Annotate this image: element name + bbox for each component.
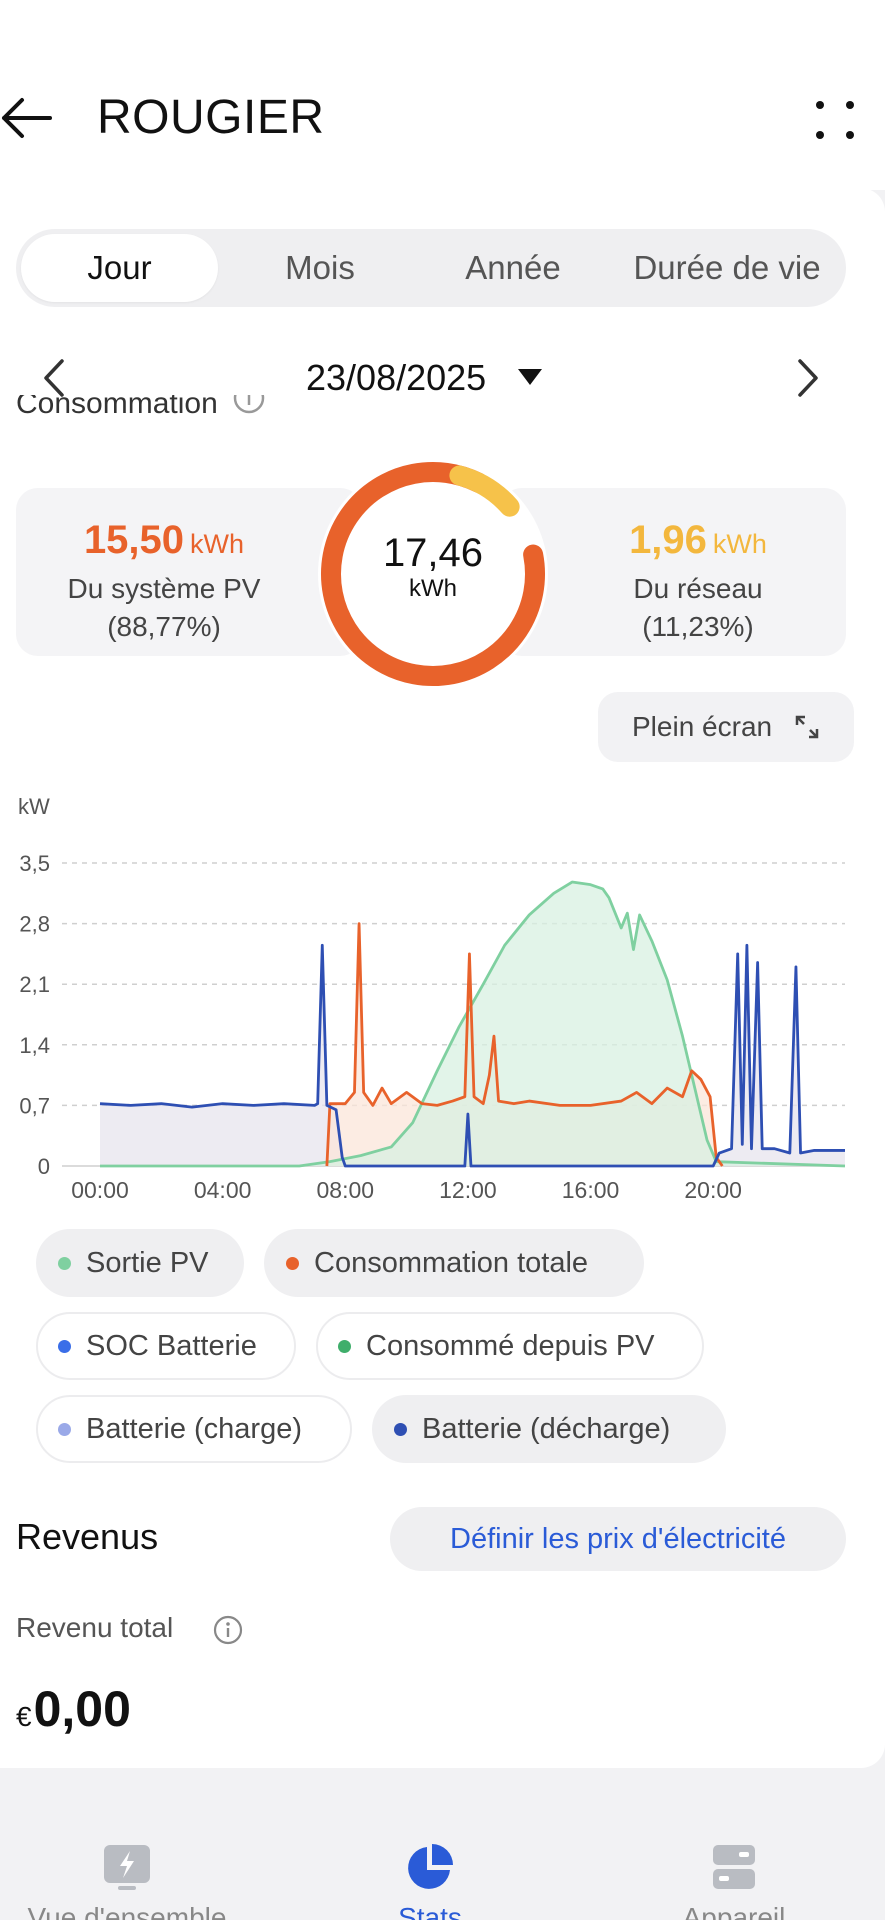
fullscreen-button[interactable]: Plein écran (598, 692, 854, 762)
legend-dot (58, 1423, 71, 1436)
series-line (100, 880, 846, 1168)
y-tick-label: 0,7 (19, 1093, 50, 1118)
grid-label: Du réseau (11,23%) (633, 573, 763, 642)
bolt-icon (104, 1845, 150, 1890)
legend-label: Batterie (charge) (86, 1413, 302, 1445)
tab-mois[interactable]: Mois (285, 249, 355, 286)
tab-appareil[interactable]: Appareil (634, 1790, 834, 1920)
series-line (99, 943, 845, 1168)
x-tick-label: 16:00 (562, 1177, 620, 1203)
legend-dot (286, 1257, 299, 1270)
y-axis-unit: kW (18, 794, 50, 819)
dot-icon (816, 131, 824, 139)
x-tick-label: 08:00 (316, 1177, 374, 1203)
legend-batterie-decharge[interactable]: Batterie (décharge) (372, 1395, 726, 1463)
legend-label: Batterie (décharge) (422, 1413, 671, 1445)
grid-value: 1,96 kWh (629, 518, 767, 562)
tab-vue-ensemble[interactable]: Vue d'ensemble (27, 1790, 227, 1920)
y-tick-label: 2,1 (19, 972, 50, 997)
pv-label: Du système PV (88,77%) (67, 573, 261, 642)
dot-icon (846, 101, 854, 109)
tab-duree-de-vie[interactable]: Durée de vie (633, 249, 821, 286)
date-selector: 23/08/2025 (0, 345, 885, 415)
legend-consomme-depuis-pv[interactable]: Consommé depuis PV (316, 1312, 704, 1380)
x-tick-label: 00:00 (71, 1177, 129, 1203)
legend-soc-batterie[interactable]: SOC Batterie (36, 1312, 296, 1380)
consumption-ring: 17,46 kWh (318, 459, 548, 689)
grid-ring-segment (321, 462, 545, 686)
total-consumption-unit: kWh (409, 575, 457, 602)
date-label[interactable]: 23/08/2025 (306, 357, 487, 398)
fullscreen-label: Plein écran (632, 711, 773, 742)
donut-chart (321, 462, 545, 686)
x-tick-label: 20:00 (684, 1177, 742, 1203)
app-header: ROUGIER (0, 0, 885, 190)
legend-dot (58, 1257, 71, 1270)
period-tabs: Jour Mois Année Durée de vie (16, 229, 846, 307)
set-electricity-price-button[interactable]: Définir les prix d'électricité (390, 1507, 846, 1571)
legend-dot (394, 1423, 407, 1436)
x-tick-label: 12:00 (439, 1177, 497, 1203)
caret-down-icon[interactable] (517, 367, 543, 387)
y-tick-label: 3,5 (19, 851, 50, 876)
dot-icon (816, 101, 824, 109)
pv-consumption-box: 15,50 kWh Du système PV (88,77%) (16, 488, 362, 656)
currency-symbol: € (16, 1701, 32, 1732)
device-icon (713, 1845, 755, 1889)
next-day-button[interactable] (782, 353, 832, 403)
total-revenue-value: €0,00 (16, 1680, 131, 1738)
tab-jour[interactable]: Jour (21, 234, 218, 302)
legend-batterie-charge[interactable]: Batterie (charge) (36, 1395, 352, 1463)
pv-value: 15,50 kWh (83, 518, 245, 562)
info-icon[interactable] (212, 1614, 244, 1646)
legend-label: Sortie PV (86, 1247, 209, 1279)
tab-annee[interactable]: Année (465, 249, 561, 286)
legend-dot (338, 1340, 351, 1353)
pv-ring-segment (321, 462, 545, 686)
page-title: ROUGIER (97, 91, 325, 144)
tab-stats[interactable]: Stats (330, 1790, 530, 1920)
more-options-button[interactable] (810, 95, 860, 145)
y-tick-label: 2,8 (19, 912, 50, 937)
legend-label: Consommé depuis PV (366, 1330, 655, 1362)
tab-label: Appareil (682, 1902, 786, 1920)
revenue-amount: 0,00 (33, 1681, 131, 1737)
expand-icon (795, 715, 819, 739)
legend-consommation-totale[interactable]: Consommation totale (264, 1229, 644, 1297)
bottom-tab-bar: Vue d'ensemble Stats Appareil (0, 1790, 885, 1920)
back-button[interactable] (0, 88, 60, 148)
x-tick-label: 04:00 (194, 1177, 252, 1203)
revenue-title: Revenus (16, 1516, 159, 1557)
legend-label: SOC Batterie (86, 1330, 257, 1362)
legend-label: Consommation totale (314, 1247, 589, 1279)
legend-sortie-pv[interactable]: Sortie PV (36, 1229, 244, 1297)
total-revenue-label: Revenu total (16, 1612, 174, 1643)
y-tick-label: 1,4 (19, 1033, 50, 1058)
chevron-right-icon (798, 359, 818, 397)
dot-icon (846, 131, 854, 139)
tab-label: Stats (398, 1902, 462, 1920)
info-icon (233, 395, 265, 414)
legend-dot (58, 1340, 71, 1353)
grid-consumption-box: 1,96 kWh Du réseau (11,23%) (500, 488, 846, 656)
arrow-left-icon (2, 98, 52, 138)
total-consumption-value: 17,46 (382, 531, 484, 575)
consumption-section-title: Consommation (16, 395, 266, 433)
series-area (100, 945, 845, 1166)
chevron-left-icon (44, 359, 64, 397)
series-line (325, 922, 724, 1167)
power-chart[interactable]: kW 3,5 2,8 2,1 1,4 0,7 0 00:00 04:00 08:00 12:00 16… (0, 790, 885, 1210)
tab-label: Vue d'ensemble (27, 1902, 227, 1920)
pie-chart-icon (408, 1844, 453, 1889)
y-tick-label: 0 (38, 1154, 50, 1179)
previous-day-button[interactable] (30, 353, 80, 403)
